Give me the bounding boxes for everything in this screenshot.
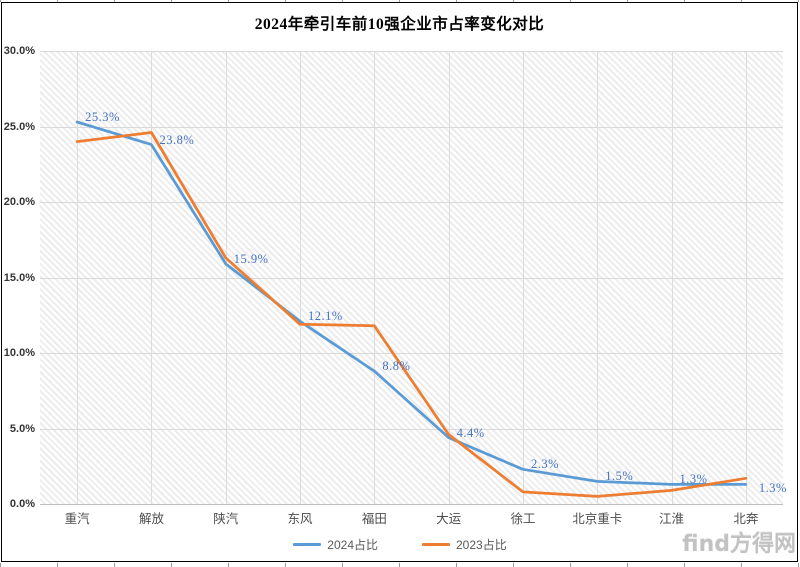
x-axis-label: 北奔 [733, 512, 759, 526]
horizontal-gridline [40, 202, 783, 203]
data-label: 12.1% [308, 309, 343, 324]
y-tick-label: 0.0% [9, 498, 35, 510]
horizontal-gridline [40, 126, 783, 128]
data-label: 4.4% [456, 425, 485, 440]
x-axis-label: 解放 [138, 512, 164, 526]
data-label: 25.3% [85, 109, 120, 124]
vertical-gridline [672, 51, 673, 504]
vertical-gridline [226, 51, 227, 504]
plot-area [40, 51, 783, 505]
legend-item: 2023占比 [422, 536, 507, 553]
y-tick-label: 5.0% [9, 422, 35, 435]
legend-item: 2024占比 [293, 536, 378, 553]
x-axis-label: 大运 [436, 512, 462, 526]
legend-label: 2023占比 [456, 538, 507, 552]
spreadsheet-grid-sliver-bottom [0, 563, 800, 567]
y-tick-label: 15.0% [3, 271, 35, 284]
horizontal-gridline [40, 428, 783, 430]
y-tick-label: 10.0% [3, 347, 35, 359]
horizontal-gridline [40, 353, 783, 354]
vertical-gridline [151, 51, 152, 504]
x-axis-label: 陕汽 [213, 512, 239, 526]
horizontal-gridline [40, 277, 783, 279]
horizontal-gridline [40, 51, 783, 52]
vertical-gridline [374, 51, 375, 504]
legend-label: 2024占比 [327, 538, 378, 552]
legend-line-swatch [422, 543, 450, 546]
data-label: 23.8% [159, 132, 195, 147]
x-axis-label: 徐工 [510, 512, 536, 526]
data-label: 2.3% [530, 457, 559, 472]
data-label: 8.8% [382, 359, 411, 374]
spreadsheet-grid-sliver-top [0, 0, 800, 2]
legend: 2024占比 2023占比 [0, 536, 800, 553]
vertical-gridline [523, 51, 524, 504]
x-axis-label: 福田 [361, 512, 387, 526]
vertical-gridline [300, 51, 301, 504]
y-tick-label: 30.0% [3, 45, 35, 57]
series-line-2024占比 [75, 120, 748, 486]
vertical-gridline [746, 51, 747, 504]
data-label: 1.3% [758, 481, 787, 496]
chart-title: 2024年牵引车前10强企业市占率变化对比 [254, 16, 545, 33]
vertical-gridline [597, 51, 598, 504]
series-line-2023占比 [75, 131, 748, 498]
y-tick-label: 20.0% [3, 196, 35, 208]
watermark: find方得网 [682, 532, 796, 557]
y-tick-label: 25.0% [3, 120, 35, 133]
x-axis-label: 江淮 [659, 512, 685, 526]
data-label: 15.9% [233, 251, 269, 266]
series-lines [75, 120, 748, 498]
x-axis-label: 北京重卡 [572, 512, 623, 526]
x-axis-label: 重汽 [64, 512, 90, 526]
data-label: 1.3% [679, 472, 708, 487]
vertical-gridline [77, 51, 78, 504]
x-axis-label: 东风 [287, 512, 313, 526]
legend-line-swatch [293, 543, 322, 546]
data-label: 1.5% [605, 469, 634, 484]
vertical-gridline [449, 51, 450, 504]
